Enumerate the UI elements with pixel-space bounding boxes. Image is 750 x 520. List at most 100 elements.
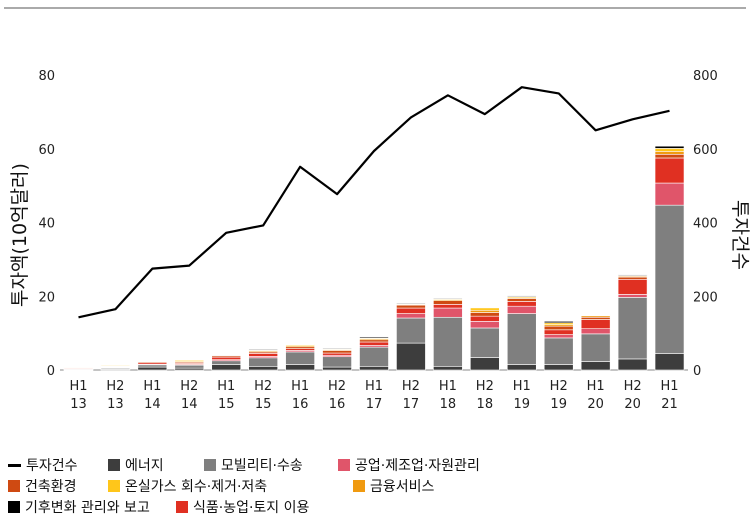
y-axis-right-ticks: 0 200 400 600 800: [693, 69, 718, 379]
bar-segment: [506, 364, 537, 371]
bar-segment: [470, 357, 500, 371]
bar-segment: [617, 276, 648, 280]
x-tick-label-half: H1: [365, 379, 383, 394]
bar-segment: [211, 360, 242, 365]
x-tick-label-half: H1: [661, 379, 679, 394]
bar-segment: [322, 350, 352, 354]
bar-segment: [470, 321, 500, 329]
x-tick-label-half: H1: [587, 379, 605, 394]
bar-segment: [248, 353, 278, 357]
bar-segment: [396, 304, 426, 309]
x-tick-label-half: H2: [476, 379, 494, 394]
bar-segment: [470, 315, 500, 322]
bar-segment: [580, 314, 611, 316]
bar-segment: [396, 313, 426, 319]
x-axis-ticks: H1 13 H2 13 H1 14 H2 14 H1 15 H2 15 H1 16 H2 16 H1 17 H2 17…: [69, 379, 678, 412]
legend-label: 식품·농업·토지 이용: [193, 500, 310, 516]
legend-swatch: [108, 480, 120, 492]
bar-segment: [654, 153, 685, 159]
bar-segment: [470, 309, 500, 313]
y-left-tick-label: 80: [38, 69, 55, 84]
bar-segment: [470, 312, 500, 317]
legend-item-ghg-capture: 온실가스 회수·제거·저축: [108, 476, 267, 496]
bar-segment: [137, 364, 168, 368]
x-tick-label-half: H1: [439, 379, 457, 394]
legend-item-food-agriculture: 식품·농업·토지 이용: [176, 497, 309, 517]
x-tick-label-year: 19: [513, 397, 530, 412]
bar-segment: [100, 365, 131, 367]
bar-segment: [285, 343, 315, 346]
bar-segment: [617, 278, 648, 295]
legend-swatch: [353, 480, 365, 492]
bar-segment: [433, 307, 463, 318]
bar-segment: [211, 356, 242, 360]
x-tick-label-half: H1: [69, 379, 87, 394]
bar-segment: [543, 364, 574, 371]
legend-item-built-environment: 건축환경: [8, 476, 77, 496]
x-tick-label-year: 17: [366, 397, 383, 412]
x-tick-label-year: 17: [403, 397, 420, 412]
y-right-tick-label: 200: [693, 290, 718, 305]
bar-segment: [580, 333, 611, 362]
bar-segment: [322, 352, 352, 356]
bar-segment: [322, 347, 352, 350]
legend-swatch: [8, 501, 20, 513]
x-tick-label-half: H2: [402, 379, 420, 394]
bar-segment: [433, 316, 463, 367]
legend-label: 온실가스 회수·제거·저축: [125, 479, 268, 495]
bar-segment: [543, 329, 574, 335]
bar-segment: [137, 366, 168, 371]
x-tick-label-year: 20: [624, 397, 641, 412]
legend-item-climate-management: 기후변화 관리와 보고: [8, 497, 150, 517]
legend-item-mobility: 모빌리티·수송: [204, 455, 303, 475]
bar-segment: [63, 366, 94, 368]
x-tick-label-half: H2: [254, 379, 272, 394]
bar-segment: [617, 294, 648, 298]
bar-segment: [174, 360, 205, 362]
x-tick-label-year: 14: [144, 397, 161, 412]
legend-line-swatch: [8, 463, 21, 467]
bar-segment: [470, 307, 500, 309]
bar-segment: [543, 325, 574, 331]
legend-item-investment-count: 투자건수: [8, 455, 78, 475]
legend-label: 모빌리티·수송: [221, 458, 303, 474]
bar-segment: [433, 300, 463, 305]
y-left-tick-label: 0: [47, 364, 55, 379]
bar-segment: [654, 151, 685, 155]
y-right-tick-label: 600: [693, 143, 718, 158]
bar-segment: [174, 364, 205, 369]
y-left-tick-label: 20: [38, 290, 55, 305]
x-tick-label-half: H2: [624, 379, 642, 394]
x-tick-label-year: 20: [587, 397, 604, 412]
y-axis-left-ticks: 0 20 40 60 80: [38, 69, 55, 379]
bar-segment: [543, 337, 574, 365]
bar-segment: [506, 301, 537, 307]
bar-segment: [506, 313, 537, 365]
x-tick-label-half: H1: [291, 379, 309, 394]
bar-segment: [396, 317, 426, 344]
legend-swatch: [108, 459, 120, 471]
legend-item-energy: 에너지: [108, 455, 164, 475]
x-tick-label-year: 16: [329, 397, 346, 412]
bar-segment: [359, 346, 389, 367]
bar-segment: [433, 297, 463, 300]
legend-item-industry: 공업·제조업·자원관리: [338, 455, 480, 475]
x-tick-label-year: 14: [181, 397, 198, 412]
bar-segment: [580, 316, 611, 320]
x-tick-label-year: 15: [218, 397, 235, 412]
bar-segment: [433, 304, 463, 309]
y-left-tick-label: 60: [38, 143, 55, 158]
legend-label: 공업·제조업·자원관리: [355, 458, 480, 474]
bar-segment: [506, 298, 537, 302]
x-tick-label-year: 18: [477, 397, 494, 412]
x-tick-label-half: H1: [217, 379, 235, 394]
bars: [63, 145, 685, 371]
legend-label: 건축환경: [25, 479, 77, 495]
bar-segment: [543, 321, 574, 324]
bar-segment: [654, 353, 685, 371]
x-tick-label-year: 19: [550, 397, 567, 412]
x-tick-label-half: H2: [328, 379, 346, 394]
bar-segment: [211, 364, 242, 371]
bar-segment: [654, 157, 685, 184]
bar-segment: [617, 274, 648, 276]
